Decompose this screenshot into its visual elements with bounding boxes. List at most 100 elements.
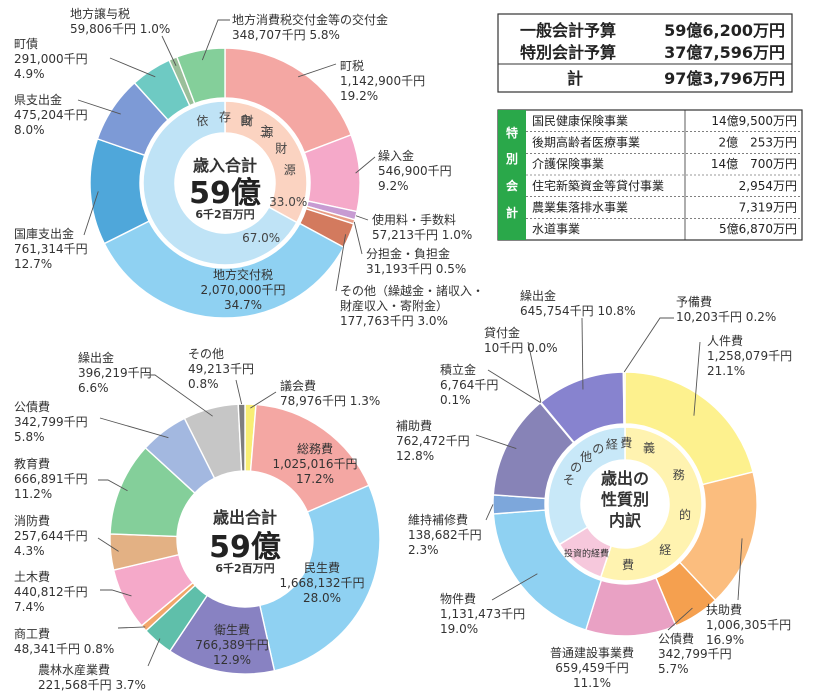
budget-row-amount: 97億3,796万円 xyxy=(664,69,785,88)
special-accounts-heading-char: 計 xyxy=(506,205,518,220)
slice-label: 59,806千円 1.0% xyxy=(70,22,170,36)
slice-label: 町債 xyxy=(14,36,38,51)
slice-label: 57,213千円 1.0% xyxy=(372,228,472,242)
slice-label: その他 xyxy=(188,347,224,361)
special-account-amount: 14億 700万円 xyxy=(711,157,797,171)
leader-line xyxy=(298,63,337,78)
slice-label: 440,812千円 xyxy=(14,585,88,599)
slice-label: 議会費 xyxy=(280,378,316,393)
center-disc xyxy=(175,133,275,233)
inner-ring-label: 経 xyxy=(659,543,671,557)
inner-ring-label: そ xyxy=(563,473,575,487)
slice-label: 繰出金 xyxy=(520,288,556,303)
inner-ring-label: 自 xyxy=(239,113,251,127)
special-account-amount: 14億9,500万円 xyxy=(711,114,797,128)
slice-label: 8.0% xyxy=(14,123,45,137)
slice-label: 12.7% xyxy=(14,257,52,271)
inner-ring-label: 費 xyxy=(622,557,634,572)
inner-ring-label: 他 xyxy=(580,450,592,464)
slice-label: 4.9% xyxy=(14,67,45,81)
slice-label: 5.7% xyxy=(658,662,689,676)
special-account-name: 後期高齢者医療事業 xyxy=(532,135,640,150)
slice-label: 17.2% xyxy=(296,472,334,486)
center-amount-sub: 6千2百万円 xyxy=(195,207,254,221)
inner-ring-percent: 67.0% xyxy=(242,231,280,245)
slice-label: 国庫支出金 xyxy=(14,226,74,241)
leader-line xyxy=(77,99,121,115)
leader-line xyxy=(667,607,693,631)
leader-line xyxy=(97,537,119,552)
budget-row-label: 特別会計予算 xyxy=(520,43,616,62)
inner-ring-label: 義 xyxy=(643,440,655,455)
slice-label: 48,341千円 0.8% xyxy=(14,642,114,656)
leader-line xyxy=(527,341,542,403)
slice-label: 普通建設事業費 xyxy=(550,645,634,660)
slice-label: 予備費 xyxy=(676,294,712,309)
slice-label: 積立金 xyxy=(440,362,476,377)
slice-label: 1,142,900千円 xyxy=(340,74,425,88)
leader-line xyxy=(109,57,156,78)
inner-ring-label: 財 xyxy=(242,113,254,128)
leader-line xyxy=(335,234,346,292)
leader-line xyxy=(147,638,161,667)
slice-label: 1,025,016千円 xyxy=(272,457,357,471)
leader-line xyxy=(475,434,517,450)
slice-label: 19.2% xyxy=(340,89,378,103)
special-accounts-heading-char: 会 xyxy=(506,178,519,193)
leader-line xyxy=(737,538,743,601)
center-amount: 59億 xyxy=(189,176,261,211)
special-account-name: 住宅新築資金等貸付事業 xyxy=(532,178,664,193)
slice-label: 公債費 xyxy=(14,399,50,414)
slice-label: 396,219千円 xyxy=(78,366,152,380)
inner-ring-label: 主 xyxy=(260,124,272,138)
slice-label: 地方消費税交付金等の交付金 xyxy=(232,12,388,27)
slice-label: 34.7% xyxy=(224,298,262,312)
budget-row-label: 一般会計予算 xyxy=(520,21,616,40)
slice-label: 11.1% xyxy=(573,676,611,690)
slice-label: 0.1% xyxy=(440,393,471,407)
slice-label: 物件費 xyxy=(440,591,476,606)
expenditure-nature-chart: 義務的経費投資的経費その他の経費歳出の性質別内訳人件費1,258,079千円21… xyxy=(396,288,792,690)
inner-ring-label: 源 xyxy=(284,163,296,177)
slice-label: 繰出金 xyxy=(78,350,114,365)
slice-label: 348,707千円 5.8% xyxy=(232,28,340,42)
slice-label: 16.9% xyxy=(706,633,744,647)
budget-row-label: 計 xyxy=(567,69,583,88)
slice-label: 教育費 xyxy=(14,456,50,471)
slice-label: 28.0% xyxy=(303,591,341,605)
slice-label: 商工費 xyxy=(14,626,50,641)
pie-slice xyxy=(175,47,226,105)
slice-label: 衛生費 xyxy=(214,622,250,637)
inner-ring-label: 投資的経費 xyxy=(564,548,609,560)
slice-label: 民生費 xyxy=(304,560,340,575)
leader-line xyxy=(353,221,363,255)
inner-ring-label: の xyxy=(570,461,582,475)
center-title: 性質別 xyxy=(601,490,649,509)
center-amount-sub: 6千2百万円 xyxy=(215,561,274,575)
leader-line xyxy=(693,341,701,416)
slice-label: 地方交付税 xyxy=(213,267,273,282)
slice-label: 貸付金 xyxy=(484,325,520,340)
budget-summary-frame xyxy=(497,13,793,93)
special-account-name: 介護保険事業 xyxy=(532,156,604,171)
slice-label: 総務費 xyxy=(297,441,333,456)
slice-label: 49,213千円 xyxy=(188,362,254,376)
center-disc xyxy=(177,471,313,607)
slice-label: 659,459千円 xyxy=(555,661,629,675)
leader-line xyxy=(144,374,213,417)
center-title: 歳出合計 xyxy=(213,508,277,527)
special-account-name: 水道事業 xyxy=(532,222,580,236)
center-title: 内訳 xyxy=(609,511,642,530)
leader-line xyxy=(161,35,177,67)
leader-line xyxy=(355,156,376,174)
slice-label: 762,472千円 xyxy=(396,434,470,448)
special-account-amount: 7,319万円 xyxy=(739,201,797,215)
slice-label: 4.3% xyxy=(14,544,45,558)
leader-line xyxy=(201,19,230,61)
slice-label: 766,389千円 xyxy=(195,638,269,652)
slice-label: 1,668,132千円 xyxy=(279,576,364,590)
budget-summary-box: 一般会計予算 59億6,200万円 特別会計予算 37億7,596万円 計 97… xyxy=(497,13,793,93)
